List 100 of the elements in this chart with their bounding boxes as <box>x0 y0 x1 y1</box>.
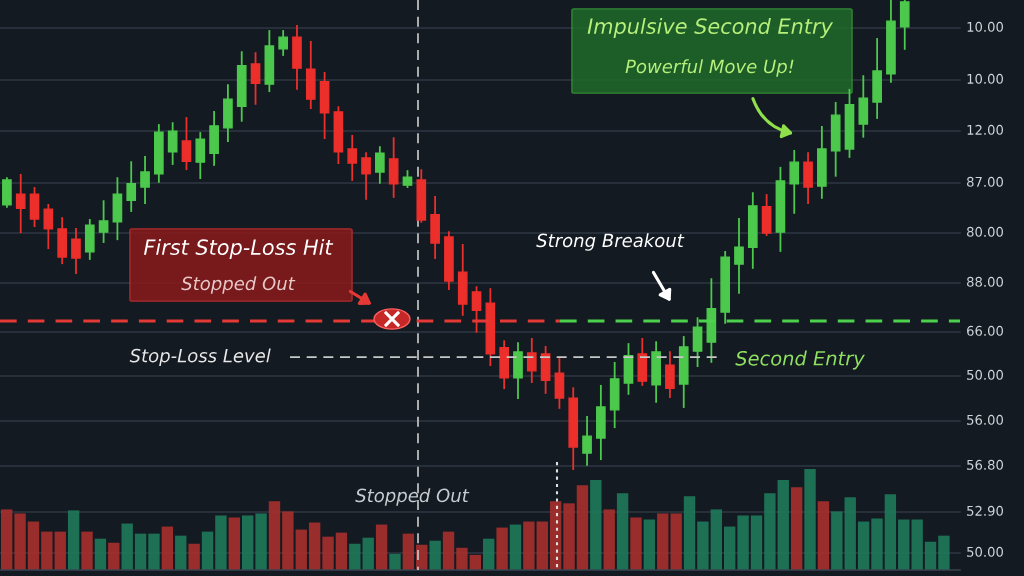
bar <box>670 513 682 570</box>
candlestick <box>126 161 137 212</box>
bar <box>724 526 736 570</box>
bar <box>576 485 589 570</box>
text: 56.80 <box>967 459 1004 470</box>
annotation: Stopped Out <box>355 488 470 506</box>
bar <box>228 517 240 570</box>
bar <box>871 518 883 570</box>
bar <box>697 521 709 570</box>
bar <box>201 531 214 570</box>
text: 87.00 <box>967 176 1004 187</box>
candlestick <box>665 351 675 399</box>
text: 88.00 <box>967 276 1004 287</box>
bar <box>295 529 307 570</box>
bar <box>94 538 107 570</box>
bar <box>509 524 522 570</box>
annotation: Impulsive Second Entry <box>587 17 834 39</box>
bar <box>308 522 321 570</box>
candlestick <box>250 52 261 105</box>
candlestick <box>15 173 26 234</box>
candlestick <box>361 152 371 200</box>
bar <box>844 497 856 570</box>
bar <box>750 515 763 570</box>
candlestick <box>789 149 800 214</box>
bar <box>108 542 120 570</box>
bar <box>456 547 468 570</box>
text: 66.00 <box>967 325 1004 336</box>
candlestick <box>734 218 744 294</box>
bar <box>737 515 749 570</box>
bar <box>831 511 843 570</box>
bar <box>483 538 495 570</box>
bar <box>27 521 40 570</box>
bar <box>322 536 334 570</box>
bar <box>335 532 348 570</box>
ref-line-label: Stop-Loss Level <box>129 348 271 366</box>
candlestick <box>98 200 109 243</box>
bar <box>563 503 575 570</box>
candlestick <box>582 415 592 466</box>
bar <box>938 535 950 570</box>
text: 50.00 <box>967 369 1004 380</box>
bar <box>349 543 361 570</box>
bar <box>175 535 187 570</box>
bar <box>683 496 696 570</box>
text: 12.00 <box>967 124 1004 135</box>
bar <box>54 531 66 570</box>
bar <box>804 469 816 570</box>
candlestick <box>71 227 81 274</box>
bar <box>911 519 923 570</box>
text: 52.90 <box>967 505 1004 516</box>
bar <box>469 554 481 570</box>
bar <box>536 521 548 570</box>
bar <box>603 509 615 570</box>
bar <box>630 517 642 570</box>
bar <box>590 480 602 570</box>
bar <box>898 519 910 570</box>
bar <box>402 533 415 570</box>
annotation: Stopped Out <box>181 276 296 294</box>
bar <box>777 480 789 570</box>
candlestick <box>43 204 54 250</box>
bar <box>817 501 830 570</box>
bar <box>148 533 160 570</box>
bar <box>429 540 441 570</box>
text: 10.00 <box>967 21 1004 32</box>
bar <box>924 541 937 570</box>
bar <box>268 501 281 570</box>
text: 80.00 <box>967 226 1004 237</box>
bar <box>81 531 93 570</box>
bar <box>67 510 80 570</box>
candlestick <box>181 117 192 171</box>
bar <box>375 524 388 570</box>
text: 50.00 <box>967 546 1004 557</box>
annotation: Strong Breakout <box>536 233 685 251</box>
bar <box>41 531 53 570</box>
bar <box>643 519 656 570</box>
bar <box>14 513 26 570</box>
text: 10.00 <box>967 73 1004 84</box>
bar <box>242 515 254 570</box>
bar <box>161 526 174 570</box>
candlestick <box>375 146 385 184</box>
annotation: First Stop-Loss Hit <box>143 238 334 260</box>
candlestick <box>167 122 178 165</box>
candlestick <box>526 337 537 384</box>
bar <box>857 521 870 570</box>
bar <box>255 513 267 570</box>
candlestick <box>140 156 150 204</box>
bar <box>1 509 13 570</box>
bar <box>362 537 374 570</box>
bar <box>657 513 669 570</box>
bar <box>790 487 803 570</box>
candlestick <box>347 134 358 181</box>
bar <box>134 533 147 570</box>
bar <box>121 523 133 570</box>
bar <box>496 527 508 570</box>
bar <box>215 515 227 570</box>
bar <box>710 509 723 570</box>
bar <box>523 521 535 570</box>
candlestick <box>195 132 206 180</box>
bar <box>389 553 401 570</box>
bar <box>442 531 455 570</box>
text: 56.00 <box>967 414 1004 425</box>
